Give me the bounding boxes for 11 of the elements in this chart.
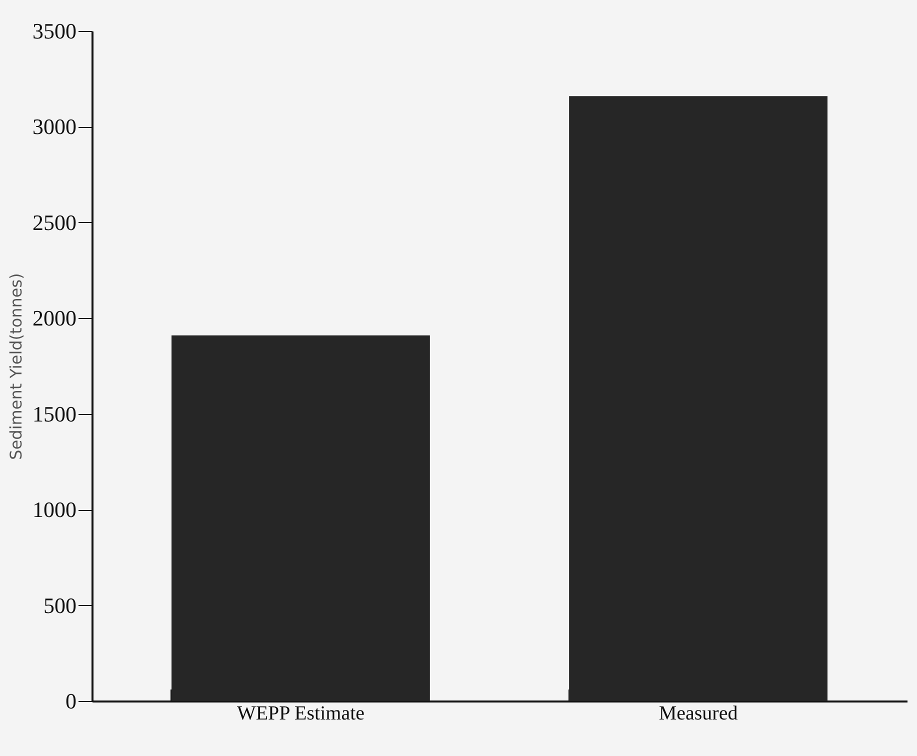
y-tick-label: 3000: [32, 114, 76, 140]
y-tick-label: 2500: [32, 210, 76, 235]
y-tick-label: 500: [44, 592, 76, 618]
y-tick-label: 0: [66, 688, 76, 714]
x-tick-label: Measured: [658, 702, 738, 724]
x-tick-label: WEPP Estimate: [236, 702, 365, 724]
y-tick-label: 1000: [32, 497, 76, 522]
y-tick-label: 2000: [32, 306, 76, 331]
y-tick-label: 3500: [32, 18, 76, 44]
y-axis-title: Sediment Yield(tonnes): [6, 273, 26, 460]
y-tick-label: 1500: [32, 401, 76, 426]
